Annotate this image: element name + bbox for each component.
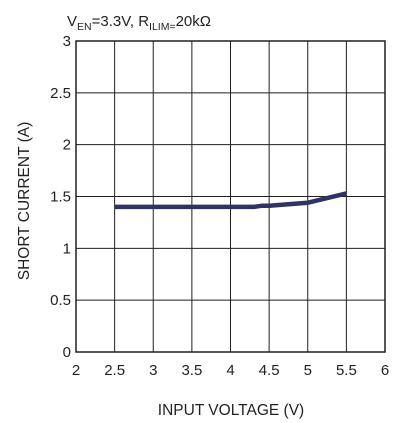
y-axis-title: SHORT CURRENT (A) [16,122,33,280]
x-tick-label: 5.5 [336,362,357,379]
y-tick-label: 0.5 [50,292,71,309]
y-tick-label: 2 [63,137,71,154]
data-series [114,191,347,210]
x-tick-label: 5 [304,362,312,379]
x-tick-label: 4 [226,362,234,379]
plot-frame [75,40,386,353]
x-tick-label: 2 [72,362,80,379]
y-tick-labels: 0 0.5 1 1.5 2 2.5 3 [50,33,71,361]
x-tick-label: 4.5 [259,362,280,379]
y-tick-label: 1 [63,240,71,257]
y-tick-label: 0 [63,344,71,361]
y-tick-label: 3 [63,33,71,50]
x-tick-label: 2.5 [104,362,125,379]
x-axis-title: INPUT VOLTAGE (V) [158,402,304,419]
x-tick-labels: 2 2.5 3 3.5 4 4.5 5 5.5 6 [72,362,389,379]
y-tick-label: 2.5 [50,85,71,102]
y-tick-label: 1.5 [50,189,71,206]
series-line [114,191,347,210]
x-tick-label: 3.5 [181,362,202,379]
x-tick-label: 3 [149,362,157,379]
test-conditions: VEN=3.3V, RILIM=20kΩ [67,13,211,33]
x-tick-label: 6 [381,362,389,379]
